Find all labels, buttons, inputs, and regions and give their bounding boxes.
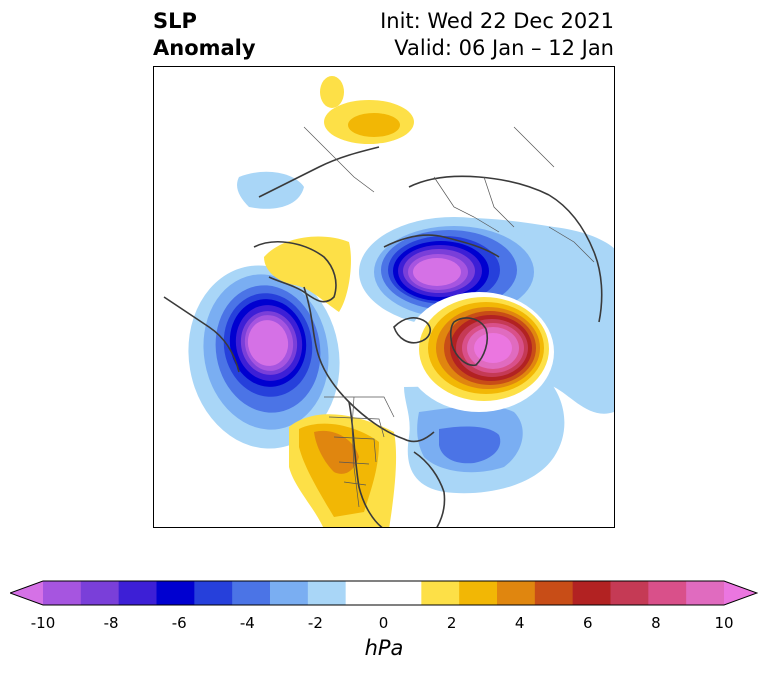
- colorbar-tick-label: 6: [583, 614, 593, 632]
- colorbar-swatch: [686, 581, 725, 605]
- colorbar-outline: [10, 580, 758, 606]
- colorbar-tick-label: -6: [171, 614, 187, 632]
- colorbar-tick-label: -8: [103, 614, 119, 632]
- blue-anomaly-canada-west: [237, 171, 304, 209]
- colorbar-extend-low: [10, 581, 43, 605]
- high-alaska: [264, 236, 351, 312]
- high-north: [320, 76, 344, 108]
- colorbar-swatch: [421, 581, 460, 605]
- colorbar-tick-label: 8: [651, 614, 661, 632]
- blue-anomaly-atlantic-3: [439, 426, 501, 464]
- high-greenland-10: [474, 333, 512, 363]
- colorbar-tick-label: 4: [514, 614, 525, 632]
- low-barents-9: [413, 258, 461, 286]
- colorbar-swatch: [307, 581, 347, 605]
- colorbar-tick-label: 2: [446, 614, 457, 632]
- colorbar-swatch: [383, 581, 422, 605]
- low-pacific-9: [247, 320, 289, 366]
- map-title: SLP Anomaly: [153, 8, 256, 62]
- title-variable: SLP: [153, 9, 197, 33]
- colorbar-tick-label: 0: [378, 614, 389, 632]
- colorbar-swatch: [459, 581, 498, 605]
- colorbar-swatch: [43, 581, 82, 605]
- colorbar-swatch: [648, 581, 687, 605]
- title-subtitle: Anomaly: [153, 36, 256, 60]
- coastlines: [163, 146, 603, 527]
- colorbar-unit: hPa: [364, 636, 404, 660]
- colorbar-tick-label: 10: [714, 614, 734, 632]
- colorbar-swatch: [534, 581, 574, 605]
- high-west-us-3: [314, 430, 359, 474]
- date-info: Init: Wed 22 Dec 2021 Valid: 06 Jan – 12…: [380, 8, 614, 62]
- colorbar-tick-label: -4: [239, 614, 255, 632]
- valid-range: Valid: 06 Jan – 12 Jan: [394, 36, 614, 60]
- colorbar-swatch: [194, 581, 233, 605]
- colorbar-swatch: [232, 581, 271, 605]
- colorbar-swatch: [270, 581, 309, 605]
- anomaly-map: [153, 66, 615, 528]
- map-svg: [163, 76, 614, 527]
- colorbar-swatch: [497, 581, 536, 605]
- colorbar-swatch: [118, 581, 157, 605]
- colorbar-swatch: [156, 581, 195, 605]
- colorbar-swatch: [572, 581, 611, 605]
- colorbar-tick-label: -2: [307, 614, 323, 632]
- colorbar-swatch: [80, 581, 120, 605]
- colorbar: [10, 580, 758, 606]
- colorbar-extend-high: [724, 581, 757, 605]
- colorbar-swatch: [610, 581, 649, 605]
- init-date: Init: Wed 22 Dec 2021: [380, 9, 614, 33]
- colorbar-swatches: [10, 581, 757, 605]
- colorbar-swatch: [345, 581, 384, 605]
- high-siberia-2: [348, 113, 400, 137]
- country-borders: [303, 126, 595, 508]
- colorbar-tick-label: -10: [30, 614, 56, 632]
